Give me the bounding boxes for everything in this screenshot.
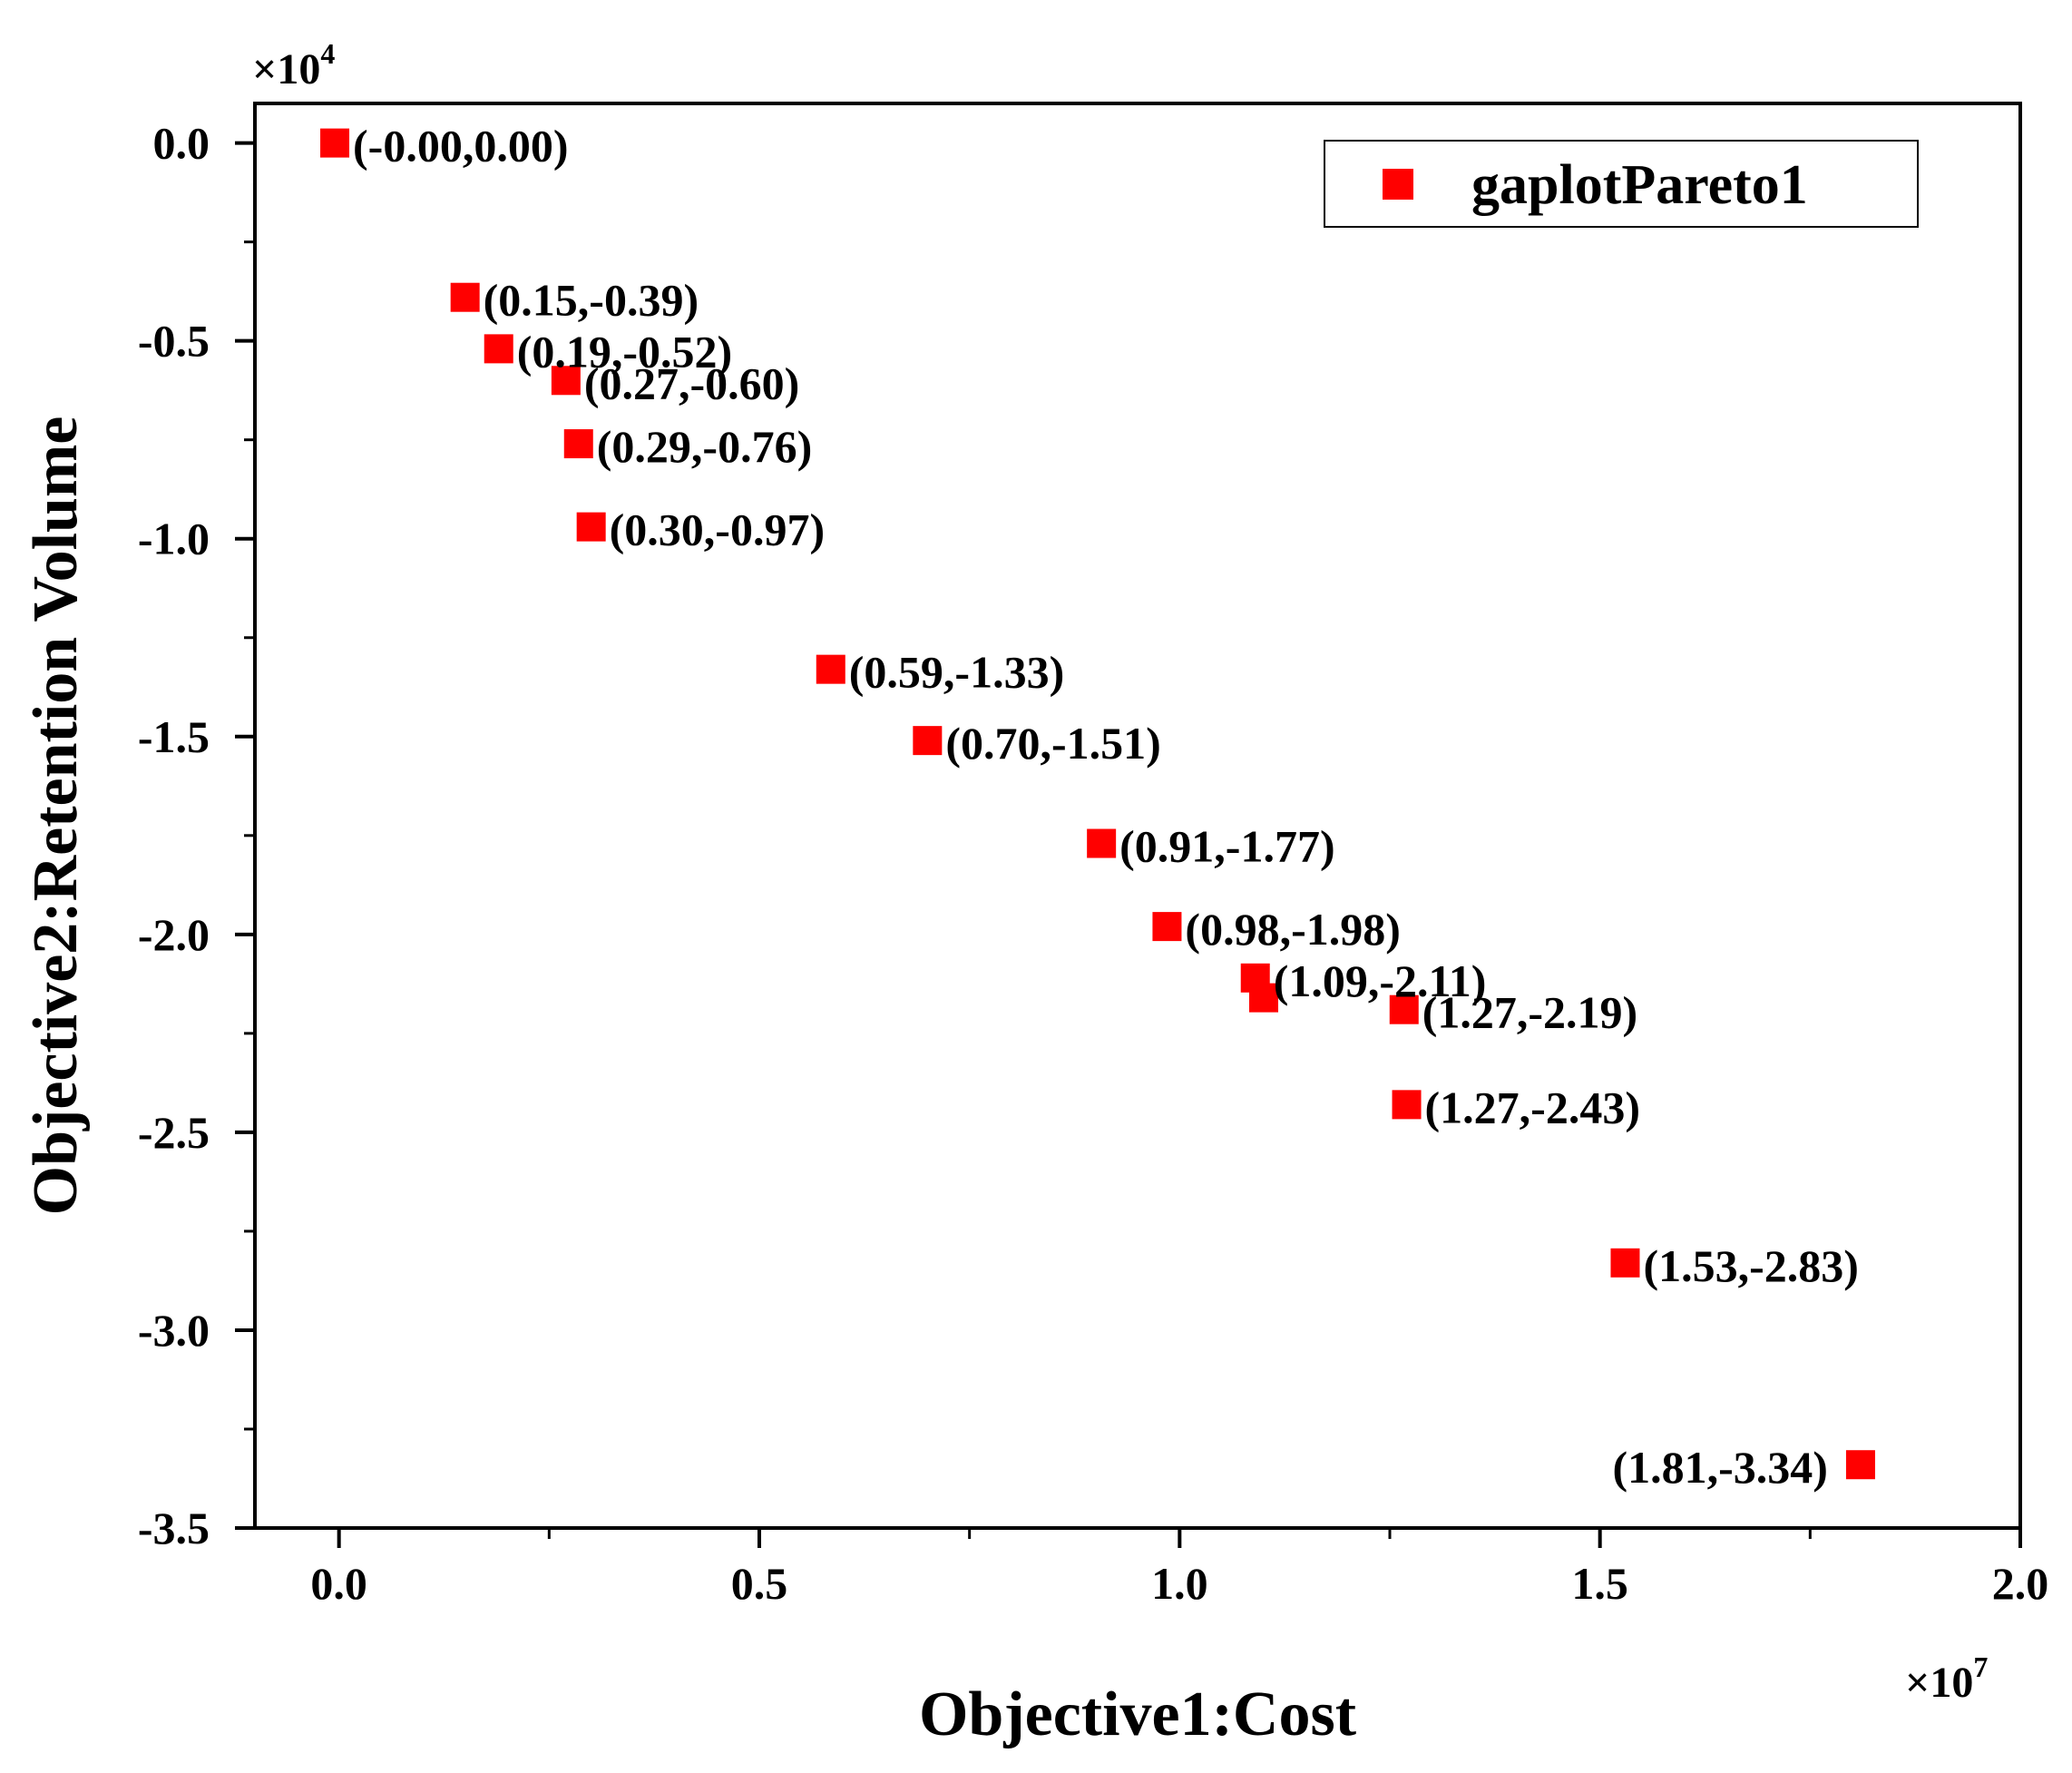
y-tick-label: -1.0 xyxy=(138,514,210,564)
point-label: (1.27,-2.43) xyxy=(1425,1082,1640,1132)
y-axis-title: Objective2:Retention Volume xyxy=(21,416,91,1216)
scatter-point xyxy=(563,429,593,459)
y-tick-label: -2.0 xyxy=(138,909,210,960)
point-label: (0.29,-0.76) xyxy=(597,421,812,472)
scatter-point xyxy=(816,654,845,684)
scatter-point xyxy=(1845,1450,1875,1480)
point-label: (0.59,-1.33) xyxy=(849,647,1064,698)
x-axis-ticks: 0.0 0.5 1.0 1.5 2.0 xyxy=(310,1528,2048,1609)
point-label: (0.30,-0.97) xyxy=(610,504,825,555)
scatter-point xyxy=(320,128,350,158)
scatter-point xyxy=(484,334,513,364)
scatter-point xyxy=(913,726,943,756)
point-label: (1.81,-3.34) xyxy=(1612,1442,1827,1493)
scatter-point xyxy=(551,366,581,396)
point-label: (1.27,-2.19) xyxy=(1422,987,1637,1038)
y-axis-multiplier: ×104 xyxy=(252,37,335,93)
point-label: (0.98,-1.98) xyxy=(1185,904,1400,955)
legend-marker xyxy=(1383,169,1413,200)
legend-box xyxy=(1324,140,1919,228)
point-label: (1.09,-2.11) xyxy=(1274,955,1487,1006)
x-axis-multiplier: ×107 xyxy=(1905,1651,1988,1707)
point-label: (0.91,-1.77) xyxy=(1119,821,1334,872)
y-tick-label: -1.5 xyxy=(138,711,210,762)
scatter-point xyxy=(576,512,606,542)
x-tick-label: 2.0 xyxy=(1992,1558,2049,1609)
y-tick-label: -2.5 xyxy=(138,1107,210,1158)
scatter-point xyxy=(1087,828,1117,858)
plot-frame xyxy=(253,102,2022,1530)
x-tick-label: 0.0 xyxy=(310,1558,367,1609)
data-markers xyxy=(320,128,1875,1480)
y-multiplier-exponent: 4 xyxy=(320,37,335,70)
point-label: (0.27,-0.60) xyxy=(584,358,799,408)
scatter-point xyxy=(450,282,480,312)
y-axis-ticks: 0.0 -0.5 -1.0 -1.5 -2.0 -2.5 -3.0 -3.5 xyxy=(138,118,255,1553)
x-tick-label: 1.5 xyxy=(1571,1558,1628,1609)
point-label: (0.19,-0.52) xyxy=(517,326,732,377)
point-label: (1.53,-2.83) xyxy=(1643,1240,1858,1291)
y-tick-label: -3.5 xyxy=(138,1503,210,1553)
scatter-point xyxy=(1389,994,1419,1024)
y-multiplier-base: ×10 xyxy=(252,45,320,93)
scatter-point xyxy=(1152,912,1182,942)
scatter-point xyxy=(1610,1248,1640,1278)
legend-label: gaplotPareto1 xyxy=(1471,154,1808,216)
scatter-point xyxy=(1392,1090,1422,1120)
y-tick-label: -0.5 xyxy=(138,316,210,367)
x-multiplier-base: ×10 xyxy=(1905,1659,1973,1707)
point-label: (-0.00,0.00) xyxy=(353,121,568,171)
scatter-point xyxy=(1249,983,1278,1013)
x-tick-label: 0.5 xyxy=(731,1558,788,1609)
y-tick-label: -3.0 xyxy=(138,1305,210,1356)
x-axis-title: Objective1:Cost xyxy=(919,1680,1356,1749)
y-tick-label: 0.0 xyxy=(153,118,210,169)
x-tick-label: 1.0 xyxy=(1151,1558,1208,1609)
point-label: (0.70,-1.51) xyxy=(945,718,1160,769)
data-labels: (-0.00,0.00)(0.15,-0.39)(0.19,-0.52)(0.2… xyxy=(353,121,1859,1494)
legend: gaplotPareto1 xyxy=(1324,140,1919,228)
point-label: (0.15,-0.39) xyxy=(484,275,699,326)
x-multiplier-exponent: 7 xyxy=(1973,1651,1988,1683)
